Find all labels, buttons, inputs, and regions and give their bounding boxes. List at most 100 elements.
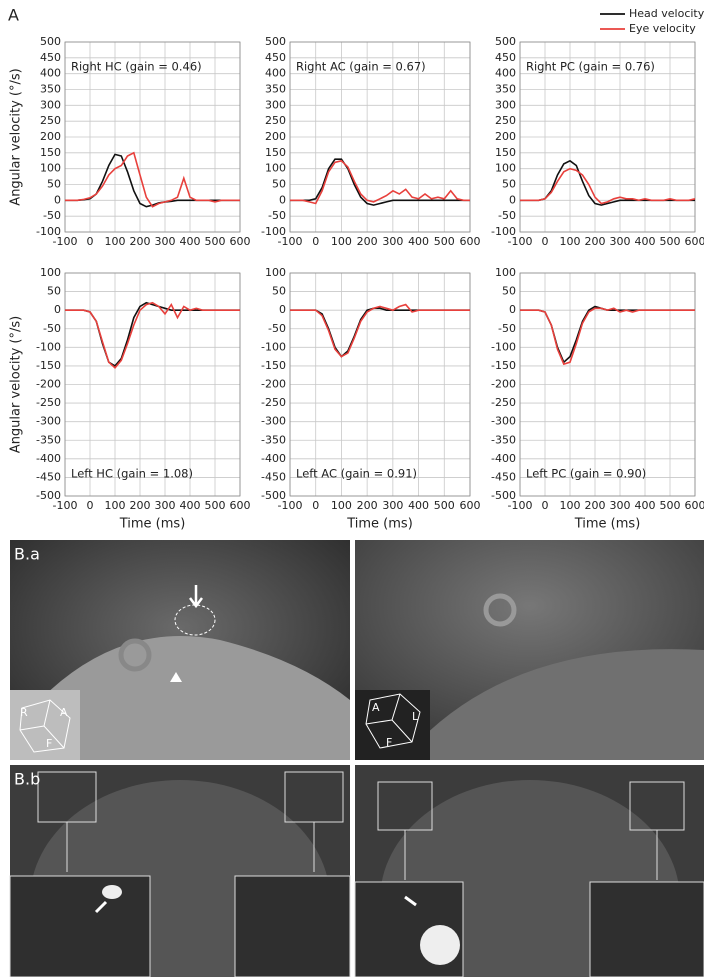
y-tick-label: -300	[491, 415, 516, 428]
x-tick-label: 0	[87, 235, 94, 248]
charts: -100-50050100150200250300350400450500-10…	[9, 7, 704, 532]
y-tick-label: -50	[498, 322, 516, 335]
x-tick-label: 100	[105, 235, 126, 248]
cube-label: R	[20, 706, 28, 719]
y-tick-label: 350	[495, 83, 516, 96]
y-tick-label: -100	[491, 225, 516, 238]
x-tick-label: 100	[560, 235, 581, 248]
arrow	[189, 585, 203, 609]
y-tick-label: -150	[491, 359, 516, 372]
y-tick-label: -350	[491, 433, 516, 446]
mri-structure	[483, 593, 517, 627]
x-tick-label: -100	[508, 499, 533, 512]
y-tick-label: -50	[43, 209, 61, 222]
x-axis-label: Time (ms)	[119, 517, 186, 532]
y-tick-label: 150	[40, 146, 61, 159]
mri-panel-ba: R A F A L F B.a	[10, 540, 704, 760]
mri-structure	[102, 885, 122, 899]
x-tick-label: -100	[53, 499, 78, 512]
y-tick-label: -450	[36, 470, 61, 483]
mri-panel-bb: B.b	[9, 765, 704, 977]
y-tick-label: 250	[40, 114, 61, 127]
y-tick-label: 0	[509, 303, 516, 316]
y-tick-label: -400	[491, 452, 516, 465]
mri-structure	[420, 649, 704, 760]
legend-label: Head velocity	[629, 7, 704, 20]
y-tick-label: 400	[495, 67, 516, 80]
y-tick-label: -150	[36, 359, 61, 372]
y-tick-label: 450	[265, 51, 286, 64]
y-tick-label: 0	[279, 193, 286, 206]
x-tick-label: 200	[130, 499, 151, 512]
cube-label: A	[60, 706, 68, 719]
mri-structure	[420, 925, 460, 965]
x-tick-label: 200	[357, 235, 378, 248]
plot-frame	[64, 272, 241, 497]
x-tick-label: 300	[382, 235, 403, 248]
x-tick-label: 600	[685, 499, 704, 512]
y-tick-label: 100	[265, 162, 286, 175]
arrow	[404, 895, 417, 907]
y-tick-label: 300	[265, 98, 286, 111]
cube-label: A	[372, 701, 380, 714]
y-tick-label: -50	[268, 209, 286, 222]
cube-label: L	[412, 710, 419, 723]
y-axis-label: Angular velocity (°/s)	[9, 68, 24, 205]
y-tick-label: 150	[265, 146, 286, 159]
x-tick-label: 600	[685, 235, 704, 248]
x-tick-label: 200	[585, 499, 606, 512]
y-tick-label: 200	[40, 130, 61, 143]
y-tick-label: 100	[40, 162, 61, 175]
x-tick-label: 600	[460, 499, 481, 512]
cube-lines	[365, 693, 421, 749]
x-tick-label: 600	[230, 499, 251, 512]
x-tick-label: 0	[312, 499, 319, 512]
x-tick-label: 500	[205, 235, 226, 248]
x-tick-label: 200	[357, 499, 378, 512]
x-axis-label: Time (ms)	[574, 517, 641, 532]
connector	[404, 830, 658, 880]
series-line	[65, 301, 240, 369]
x-tick-label: 300	[155, 499, 176, 512]
x-tick-label: 0	[312, 235, 319, 248]
mri-structure	[10, 636, 350, 760]
y-tick-label: 450	[40, 51, 61, 64]
arrowhead	[170, 672, 182, 682]
x-tick-label: 100	[560, 499, 581, 512]
x-tick-label: 500	[660, 235, 681, 248]
x-tick-label: 300	[382, 499, 403, 512]
inset	[9, 875, 151, 977]
series-line	[65, 153, 240, 208]
y-tick-label: 300	[495, 98, 516, 111]
y-tick-label: 50	[47, 285, 61, 298]
y-tick-label: -300	[36, 415, 61, 428]
y-tick-label: 450	[495, 51, 516, 64]
inset	[234, 875, 351, 977]
y-tick-label: -250	[36, 396, 61, 409]
arrow	[94, 900, 108, 914]
y-tick-label: 50	[47, 178, 61, 191]
y-tick-label: 100	[265, 266, 286, 279]
connector	[66, 822, 315, 872]
x-tick-label: 0	[542, 235, 549, 248]
x-tick-label: 200	[130, 235, 151, 248]
x-tick-label: -100	[53, 235, 78, 248]
y-tick-label: 300	[40, 98, 61, 111]
y-tick-label: 100	[495, 162, 516, 175]
y-tick-label: 400	[40, 67, 61, 80]
x-tick-label: 100	[331, 235, 352, 248]
series-line	[65, 151, 240, 208]
y-tick-label: -500	[36, 489, 61, 502]
x-tick-label: -100	[508, 235, 533, 248]
orientation-cube	[355, 690, 430, 760]
x-tick-label: 400	[408, 235, 429, 248]
x-tick-label: 500	[205, 499, 226, 512]
y-tick-label: 50	[502, 178, 516, 191]
x-tick-label: 100	[105, 499, 126, 512]
series-line	[520, 307, 695, 366]
y-tick-label: 350	[265, 83, 286, 96]
series-line	[65, 301, 240, 367]
y-tick-label: 50	[272, 178, 286, 191]
